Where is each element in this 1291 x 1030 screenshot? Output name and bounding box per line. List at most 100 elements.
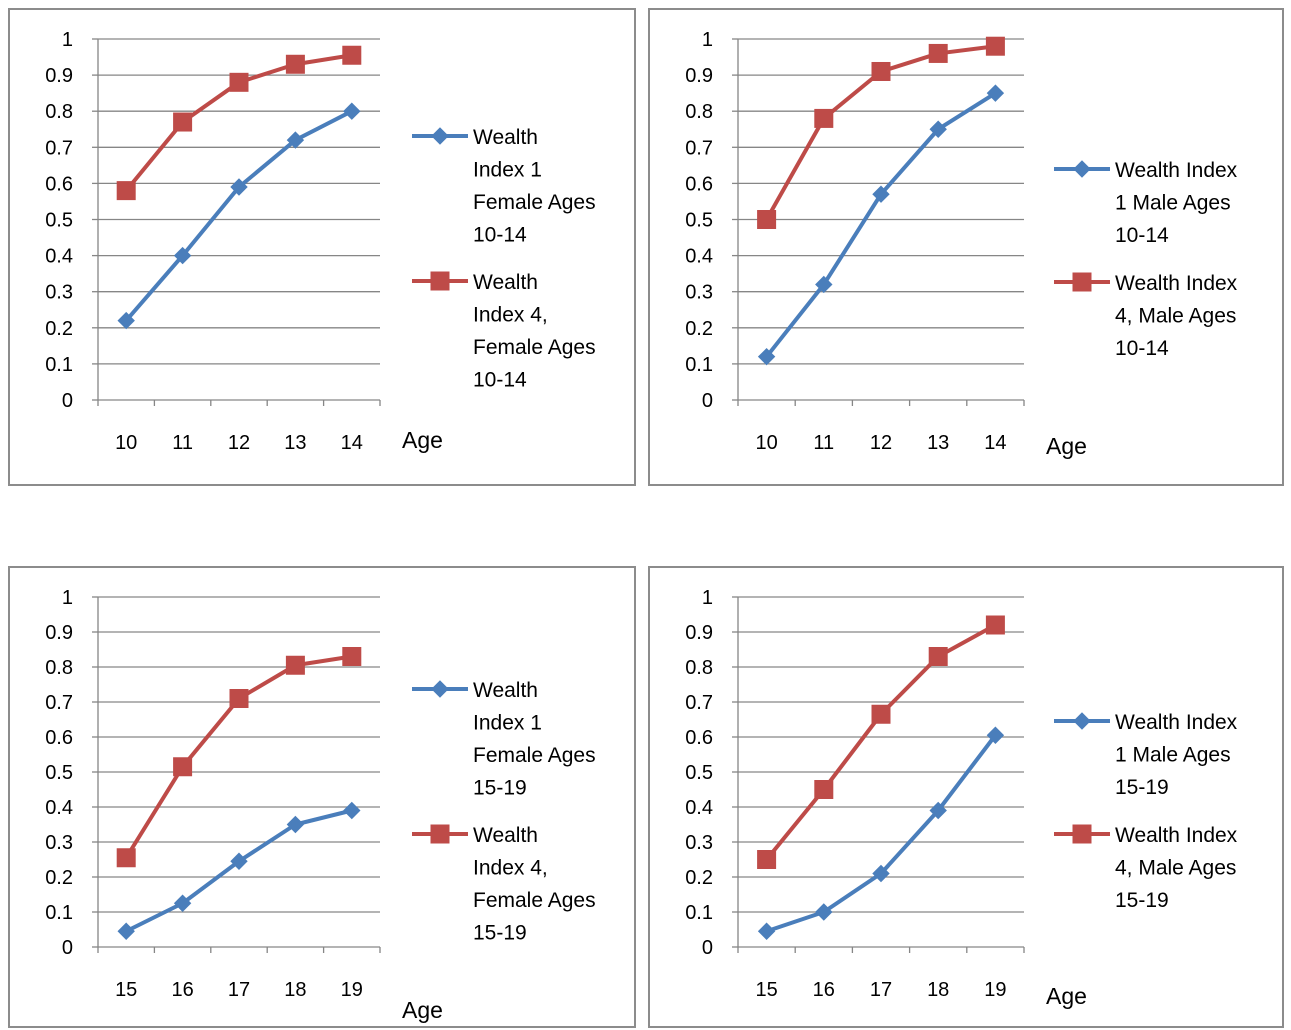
x-axis-title: Age bbox=[1046, 433, 1087, 459]
y-tick-label: 0.7 bbox=[45, 137, 73, 159]
data-point bbox=[757, 210, 777, 229]
legend-label: Female Ages bbox=[473, 889, 596, 912]
y-tick-label: 0.8 bbox=[685, 101, 713, 123]
series-line bbox=[125, 808, 353, 934]
x-tick-label: 11 bbox=[813, 432, 834, 454]
series-1 bbox=[116, 647, 362, 868]
y-tick-label: 1 bbox=[702, 587, 713, 609]
x-tick-label: 17 bbox=[870, 979, 892, 1001]
legend-label: Index 4, bbox=[473, 304, 548, 327]
data-point bbox=[986, 726, 1005, 744]
y-tick-label: 0.3 bbox=[45, 832, 73, 854]
data-point bbox=[872, 185, 890, 203]
chart-svg: 0 0.1 0.2 0.3 0.4 0.5 0.6 0.7 0.8 0.9 1 15 16 17 18 19 A… bbox=[685, 587, 1238, 1009]
chart-svg: 0 0.1 0.2 0.3 0.4 0.5 0.6 0.7 0.8 0.9 1 15 16 17 18 19 A… bbox=[45, 587, 596, 1023]
x-tick-label: 12 bbox=[228, 432, 250, 454]
legend-label: Index 4, bbox=[473, 857, 548, 880]
y-tick-label: 0.2 bbox=[685, 318, 713, 340]
legend-label: Female Ages bbox=[473, 191, 596, 214]
legend-swatch-marker bbox=[1072, 272, 1092, 292]
data-point bbox=[285, 54, 305, 74]
y-tick-label: 0.3 bbox=[685, 282, 713, 304]
legend-label: 15-19 bbox=[473, 922, 527, 945]
y-tick-label: 0.6 bbox=[45, 173, 73, 195]
legend-swatch-marker bbox=[1073, 712, 1091, 730]
y-tick-label: 0.5 bbox=[45, 210, 73, 232]
data-point bbox=[929, 120, 947, 138]
data-point bbox=[342, 647, 362, 666]
data-point bbox=[814, 108, 834, 128]
legend-label: 4, Male Ages bbox=[1115, 857, 1236, 880]
data-point bbox=[986, 84, 1005, 102]
data-point bbox=[814, 780, 834, 799]
y-tick-label: 0 bbox=[62, 937, 73, 959]
legend-item-1: Wealth Index 4, Female Ages 15-19 bbox=[412, 824, 596, 945]
series-line bbox=[765, 623, 997, 861]
legend-item-0: Wealth Index 1 Male Ages 10-14 bbox=[1054, 159, 1238, 247]
x-tick-label: 11 bbox=[172, 432, 193, 454]
y-tick-label: 0.5 bbox=[45, 762, 73, 784]
legend-label: 1 Male Ages bbox=[1115, 744, 1231, 767]
data-point bbox=[815, 275, 833, 294]
y-tick-label: 0.2 bbox=[685, 867, 713, 889]
x-tick-label: 16 bbox=[171, 979, 193, 1001]
legend-swatch-marker bbox=[431, 680, 449, 698]
data-point bbox=[342, 45, 362, 65]
chart-panel-male-15-19: 0 0.1 0.2 0.3 0.4 0.5 0.6 0.7 0.8 0.9 1 15 16 17 18 19 A… bbox=[648, 566, 1284, 1028]
series-1 bbox=[757, 36, 1005, 229]
data-point bbox=[757, 347, 776, 366]
data-point bbox=[928, 43, 948, 63]
x-tick-label: 14 bbox=[984, 432, 1006, 454]
legend-label: 10-14 bbox=[473, 224, 527, 247]
y-tick-label: 0.8 bbox=[45, 101, 73, 123]
legend-label: 1 Male Ages bbox=[1115, 192, 1231, 215]
data-point bbox=[928, 647, 948, 666]
series-0 bbox=[757, 84, 1005, 366]
legend-label: Wealth bbox=[473, 126, 538, 149]
y-tick-label: 0.6 bbox=[45, 727, 73, 749]
x-tick-label: 19 bbox=[341, 979, 363, 1001]
data-point bbox=[286, 131, 305, 149]
legend-label: 10-14 bbox=[1115, 224, 1169, 247]
legend-label: 10-14 bbox=[1115, 337, 1169, 360]
y-tick-label: 0.2 bbox=[45, 318, 73, 340]
legend-label: Wealth Index bbox=[1115, 272, 1238, 295]
x-tick-label: 13 bbox=[284, 432, 306, 454]
series-1 bbox=[116, 45, 362, 201]
data-point bbox=[230, 852, 248, 870]
y-tick-label: 0 bbox=[62, 390, 73, 412]
series-0 bbox=[117, 102, 361, 330]
data-point bbox=[757, 922, 776, 940]
chart-svg: 0 0.1 0.2 0.3 0.4 0.5 0.6 0.7 0.8 0.9 1 10 11 12 13 14 A… bbox=[45, 29, 596, 454]
x-tick-label: 13 bbox=[927, 432, 949, 454]
y-tick-label: 0.7 bbox=[45, 692, 73, 714]
y-tick-label: 0.4 bbox=[45, 797, 73, 819]
x-tick-label: 18 bbox=[284, 979, 306, 1001]
legend-label: Wealth Index bbox=[1115, 824, 1238, 847]
chart-svg: 0 0.1 0.2 0.3 0.4 0.5 0.6 0.7 0.8 0.9 1 10 11 12 13 14 A… bbox=[685, 29, 1238, 459]
legend-swatch-marker bbox=[431, 127, 449, 145]
x-axis-title: Age bbox=[402, 997, 443, 1023]
y-tick-label: 0.2 bbox=[45, 867, 73, 889]
x-axis-title: Age bbox=[402, 427, 443, 453]
y-tick-label: 0.8 bbox=[685, 657, 713, 679]
y-tick-label: 1 bbox=[62, 29, 73, 51]
y-tick-label: 0.1 bbox=[685, 902, 713, 924]
series-line bbox=[124, 654, 353, 859]
legend-swatch-marker bbox=[1072, 824, 1092, 844]
data-point bbox=[871, 704, 891, 724]
y-tick-label: 0.8 bbox=[45, 657, 73, 679]
data-point bbox=[229, 689, 249, 708]
legend-label: Wealth bbox=[473, 679, 538, 702]
legend-item-1: Wealth Index 4, Male Ages 15-19 bbox=[1054, 824, 1238, 912]
data-point bbox=[286, 815, 305, 834]
legend-label: Wealth Index bbox=[1115, 711, 1238, 734]
legend-label: Wealth Index bbox=[1115, 159, 1238, 182]
x-tick-label: 17 bbox=[228, 979, 250, 1001]
legend-label: Index 1 bbox=[473, 712, 542, 735]
y-tick-label: 0.9 bbox=[685, 622, 713, 644]
y-tick-label: 0 bbox=[702, 390, 713, 412]
chart-panel-male-10-14: 0 0.1 0.2 0.3 0.4 0.5 0.6 0.7 0.8 0.9 1 10 11 12 13 14 A… bbox=[648, 8, 1284, 486]
legend-label: 15-19 bbox=[473, 777, 527, 800]
data-point bbox=[116, 848, 136, 868]
